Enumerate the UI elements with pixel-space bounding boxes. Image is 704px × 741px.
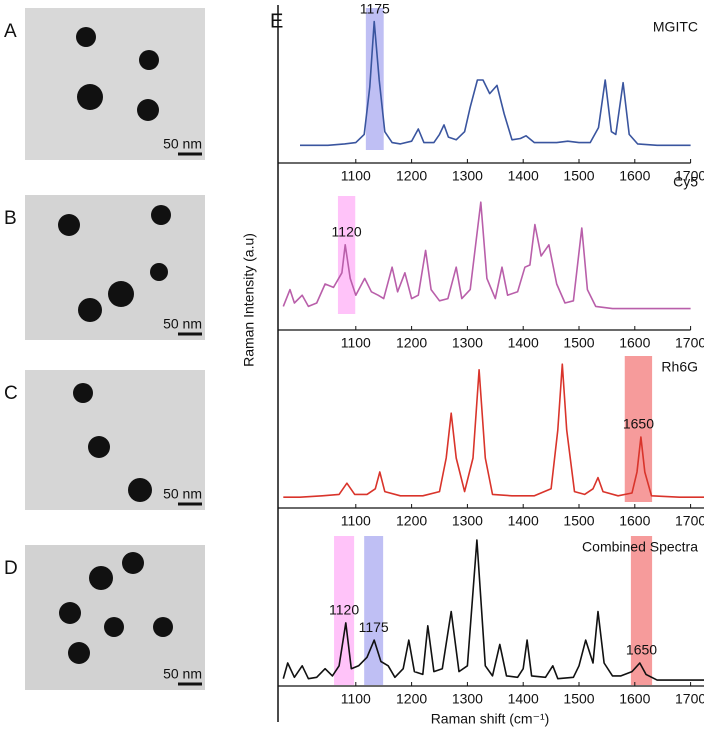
- image-label: A: [4, 21, 17, 42]
- x-tick-label: 1200: [396, 168, 427, 184]
- particle: [88, 436, 110, 458]
- spectrum-line: [282, 539, 704, 681]
- x-tick-label: 1600: [619, 168, 650, 184]
- particle: [76, 27, 96, 47]
- x-tick-label: 1700: [675, 691, 704, 707]
- x-tick-label: 1500: [563, 513, 594, 529]
- tem-image: [25, 8, 205, 160]
- x-tick-label: 1500: [563, 168, 594, 184]
- particle: [59, 602, 81, 624]
- x-tick-label: 1400: [508, 513, 539, 529]
- x-tick-label: 1100: [341, 513, 371, 529]
- particle: [77, 84, 103, 110]
- spectrum-title: Cy5: [673, 174, 698, 190]
- x-tick-label: 1300: [452, 691, 483, 707]
- x-axis-title: Raman shift (cm⁻¹): [431, 711, 550, 727]
- x-tick-label: 1200: [396, 691, 427, 707]
- x-tick-label: 1100: [341, 691, 371, 707]
- image-label: D: [4, 558, 18, 579]
- x-tick-label: 1700: [675, 513, 704, 529]
- tem-images: [25, 8, 205, 690]
- x-tick-label: 1500: [563, 691, 594, 707]
- x-tick-label: 1600: [619, 335, 650, 351]
- x-tick-label: 1700: [675, 168, 704, 184]
- particle: [108, 281, 134, 307]
- x-tick-label: 1300: [452, 335, 483, 351]
- x-tick-label: 1100: [341, 168, 371, 184]
- x-tick-label: 1300: [452, 168, 483, 184]
- particle: [137, 99, 159, 121]
- x-tick-label: 1700: [675, 335, 704, 351]
- image-label: B: [4, 208, 17, 229]
- peak-label: 1650: [623, 416, 654, 432]
- particle: [73, 383, 93, 403]
- particle: [58, 214, 80, 236]
- spectrum-title: MGITC: [653, 19, 698, 35]
- spectrum-title: Rh6G: [661, 359, 698, 375]
- particle: [139, 50, 159, 70]
- x-tick-label: 1400: [508, 691, 539, 707]
- x-tick-label: 1400: [508, 335, 539, 351]
- particle: [68, 642, 90, 664]
- peak-label: 1175: [360, 1, 390, 17]
- highlight-band: [624, 356, 653, 502]
- tem-image: [25, 370, 205, 510]
- x-tick-label: 1200: [396, 513, 427, 529]
- scale-bar-label: 50 nm: [163, 666, 202, 682]
- particle: [151, 205, 171, 225]
- spectrum-line: [282, 201, 691, 310]
- highlight-band: [630, 536, 653, 685]
- peak-label: 1650: [626, 642, 657, 658]
- x-tick-label: 1400: [508, 168, 539, 184]
- y-axis-title: Raman Intensity (a.u): [241, 233, 257, 367]
- particle: [78, 298, 102, 322]
- peak-label: 1175: [359, 619, 389, 635]
- x-tick-label: 1600: [619, 513, 650, 529]
- highlight-band: [365, 8, 384, 150]
- particle: [150, 263, 168, 281]
- x-tick-label: 1200: [396, 335, 427, 351]
- x-tick-label: 1500: [563, 335, 594, 351]
- particle: [128, 478, 152, 502]
- highlight-band: [364, 536, 384, 685]
- scale-bar-label: 50 nm: [163, 486, 202, 502]
- spectrum-title: Combined Spectra: [582, 539, 698, 555]
- scale-bar-label: 50 nm: [163, 136, 202, 152]
- particle: [89, 566, 113, 590]
- particle: [122, 552, 144, 574]
- x-tick-label: 1100: [341, 335, 371, 351]
- particle: [153, 617, 173, 637]
- spectrum-line: [300, 20, 691, 147]
- particle: [104, 617, 124, 637]
- x-tick-label: 1300: [452, 513, 483, 529]
- tem-image: [25, 195, 205, 340]
- image-label: C: [4, 383, 18, 404]
- x-tick-label: 1600: [619, 691, 650, 707]
- peak-label: 1120: [332, 224, 362, 240]
- spectrum-line: [283, 363, 704, 498]
- panel-label: E: [270, 10, 283, 32]
- peak-label: 1120: [329, 602, 359, 618]
- scale-bar-label: 50 nm: [163, 316, 202, 332]
